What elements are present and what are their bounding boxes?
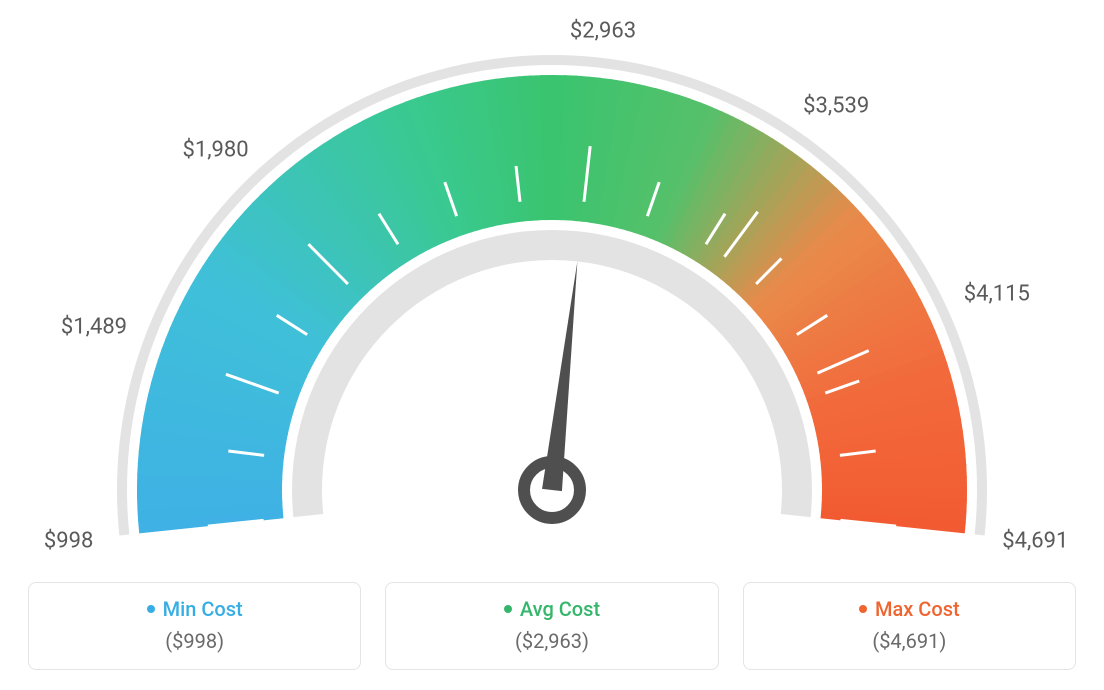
gauge-tick-label: $1,980 [182,138,248,163]
gauge-tick-label: $4,691 [1002,528,1068,553]
legend-title-min: Min Cost [147,597,243,621]
legend-value-avg: ($2,963) [396,629,707,653]
gauge-tick-label: $1,489 [61,315,127,340]
legend-value-max: ($4,691) [754,629,1065,653]
legend-title-max: Max Cost [859,597,960,621]
gauge-chart-container: $998 $1,489 $1,980 $2,963 $3,539 $4,115 $4,691… [0,0,1104,690]
legend-dot-icon [147,605,155,613]
legend-title-text: Avg Cost [520,597,600,621]
legend-dot-icon [504,605,512,613]
gauge-tick-label: $998 [44,528,93,553]
gauge-tick-label: $4,115 [964,282,1030,307]
legend-card-max: Max Cost ($4,691) [743,582,1076,670]
legend-title-text: Min Cost [163,597,243,621]
legend-card-avg: Avg Cost ($2,963) [385,582,718,670]
legend-card-min: Min Cost ($998) [28,582,361,670]
gauge-tick-label: $3,539 [803,93,869,118]
gauge-tick-label: $2,963 [570,18,636,43]
gauge-svg [0,0,1104,560]
legend-title-avg: Avg Cost [504,597,600,621]
legend-title-text: Max Cost [875,597,960,621]
gauge-area: $998 $1,489 $1,980 $2,963 $3,539 $4,115 $4,691 [0,0,1104,560]
legend-row: Min Cost ($998) Avg Cost ($2,963) Max Cost ($… [0,582,1104,670]
legend-value-min: ($998) [39,629,350,653]
legend-dot-icon [859,605,867,613]
